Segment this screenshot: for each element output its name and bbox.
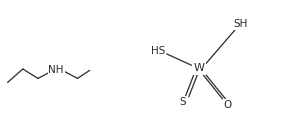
Text: SH: SH	[233, 19, 247, 29]
Text: HS: HS	[151, 46, 165, 56]
Text: W: W	[194, 63, 205, 73]
Text: NH: NH	[49, 65, 64, 75]
Text: O: O	[224, 100, 232, 109]
Text: S: S	[179, 97, 186, 107]
